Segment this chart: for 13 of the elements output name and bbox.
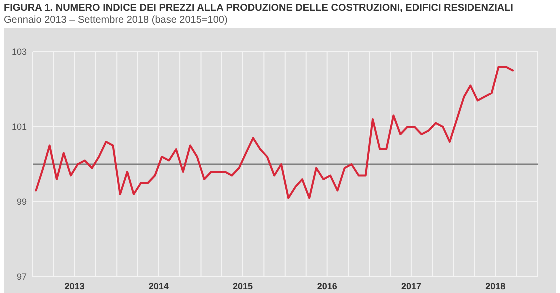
chart-title: FIGURA 1. NUMERO INDICE DEI PREZZI ALLA PRODUZIONE DELLE COSTRUZIONI, EDIFICI RESIDENZIALI [4,3,514,14]
x-tick-label: 2016 [317,281,338,292]
y-tick-label: 97 [16,272,27,282]
x-tick-label: 2013 [64,281,85,292]
x-tick-label: 2015 [232,281,253,292]
y-tick-label: 103 [12,46,27,57]
x-tick-label: 2018 [486,281,506,292]
chart-subtitle: Gennaio 2013 – Settembre 2018 (base 2015=100) [4,15,228,26]
x-tick-label: 2014 [148,281,169,292]
x-tick-label: 2017 [401,281,422,292]
line-series [35,66,514,200]
y-tick-label: 101 [12,122,27,132]
y-tick-label: 99 [16,196,27,207]
